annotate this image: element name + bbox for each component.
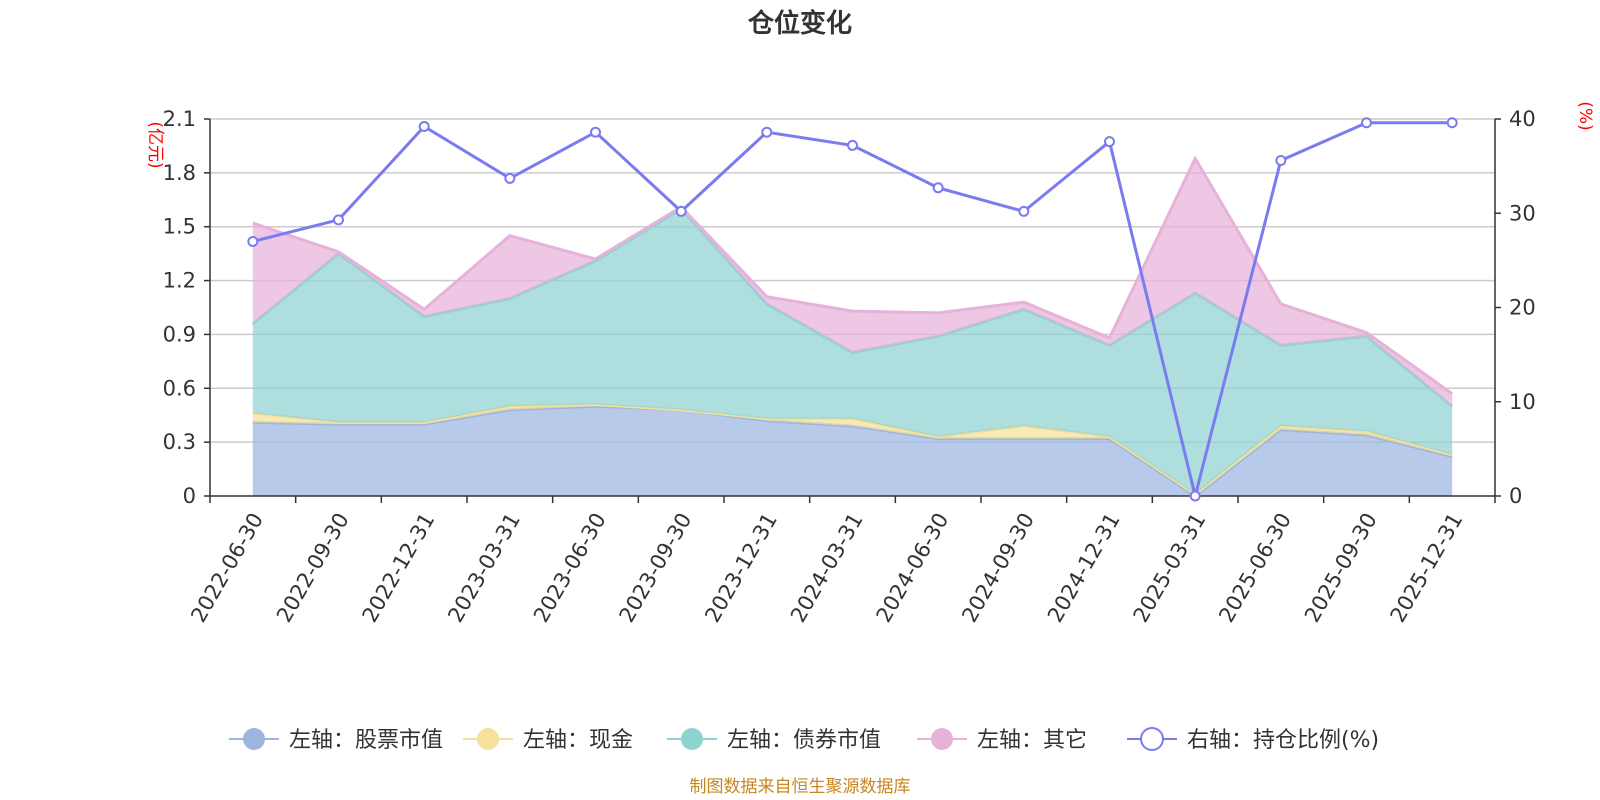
ratio-line-series: [247, 117, 1458, 502]
ratio-point: [504, 172, 516, 184]
left-tick-label: 1.8: [163, 161, 196, 185]
ratio-point: [418, 121, 430, 133]
legend-marker: [477, 728, 499, 750]
ratio-point: [675, 205, 687, 217]
x-tick-label: 2025-12-31: [1386, 509, 1468, 627]
area-左轴：股票市值: [252, 406, 1453, 496]
ratio-point: [847, 139, 858, 151]
x-tick-label: 2022-12-31: [358, 509, 440, 627]
legend-label: 右轴：持仓比例(%): [1187, 728, 1379, 753]
right-tick-label: 30: [1509, 201, 1536, 225]
x-tick-label: 2024-09-30: [957, 509, 1039, 627]
x-tick-label: 2022-06-30: [186, 509, 268, 627]
left-axis-unit: (亿元): [145, 121, 165, 168]
source-note: 制图数据来自恒生聚源数据库: [690, 777, 911, 797]
x-tick-label: 2022-09-30: [272, 509, 354, 627]
ratio-point: [333, 214, 344, 226]
right-tick-label: 20: [1509, 296, 1536, 320]
x-tick-label: 2023-06-30: [529, 509, 611, 627]
x-tick-label: 2024-03-31: [786, 509, 868, 627]
legend-label: 左轴：其它: [977, 728, 1087, 753]
x-tick-label: 2025-09-30: [1300, 509, 1382, 627]
x-tick-label: 2023-03-31: [443, 509, 525, 627]
right-tick-label: 40: [1509, 107, 1536, 131]
left-tick-label: 1.5: [163, 215, 196, 239]
legend-marker: [1140, 727, 1164, 751]
x-tick-label: 2023-09-30: [615, 509, 697, 627]
ratio-point: [932, 182, 944, 194]
area-edge-左轴：其它: [252, 155, 1454, 395]
legend-label: 左轴：现金: [523, 728, 633, 753]
x-tick-label: 2024-12-31: [1043, 509, 1125, 627]
ratio-point: [1018, 205, 1030, 217]
chart-title: 仓位变化: [747, 8, 852, 39]
legend-marker: [681, 728, 703, 750]
ratio-point: [1446, 117, 1458, 129]
area-左轴：现金: [252, 404, 1453, 496]
left-tick-label: 1.2: [163, 269, 196, 293]
area-左轴：其它: [252, 158, 1453, 407]
ratio-point: [590, 126, 601, 138]
ratio-point: [1275, 154, 1287, 166]
ratio-point: [247, 236, 259, 248]
left-tick-label: 0.9: [163, 322, 196, 346]
stacked-areas: [251, 155, 1454, 498]
left-tick-label: 0: [183, 484, 196, 508]
legend-marker: [931, 728, 953, 750]
left-tick-label: 0.3: [163, 430, 196, 454]
left-tick-label: 2.1: [163, 107, 196, 131]
ratio-point: [1104, 136, 1115, 148]
x-tick-label: 2025-03-31: [1129, 509, 1211, 627]
x-tick-label: 2023-12-31: [700, 509, 782, 627]
ratio-point: [1189, 490, 1201, 502]
right-axis-unit: (%): [1575, 101, 1595, 130]
x-tick-label: 2025-06-30: [1214, 509, 1296, 627]
legend-marker: [243, 728, 265, 750]
legend-label: 左轴：债券市值: [727, 728, 881, 753]
legend: 左轴：股票市值 左轴：现金 左轴：债券市值 左轴：其它 右轴：持仓比例(%): [229, 727, 1379, 753]
left-tick-label: 0.6: [163, 376, 196, 400]
legend-label: 左轴：股票市值: [289, 728, 443, 753]
right-tick-label: 10: [1509, 390, 1536, 414]
ratio-point: [1361, 117, 1372, 129]
right-tick-label: 0: [1509, 484, 1522, 508]
x-tick-label: 2024-06-30: [872, 509, 954, 627]
ratio-point: [761, 126, 773, 138]
